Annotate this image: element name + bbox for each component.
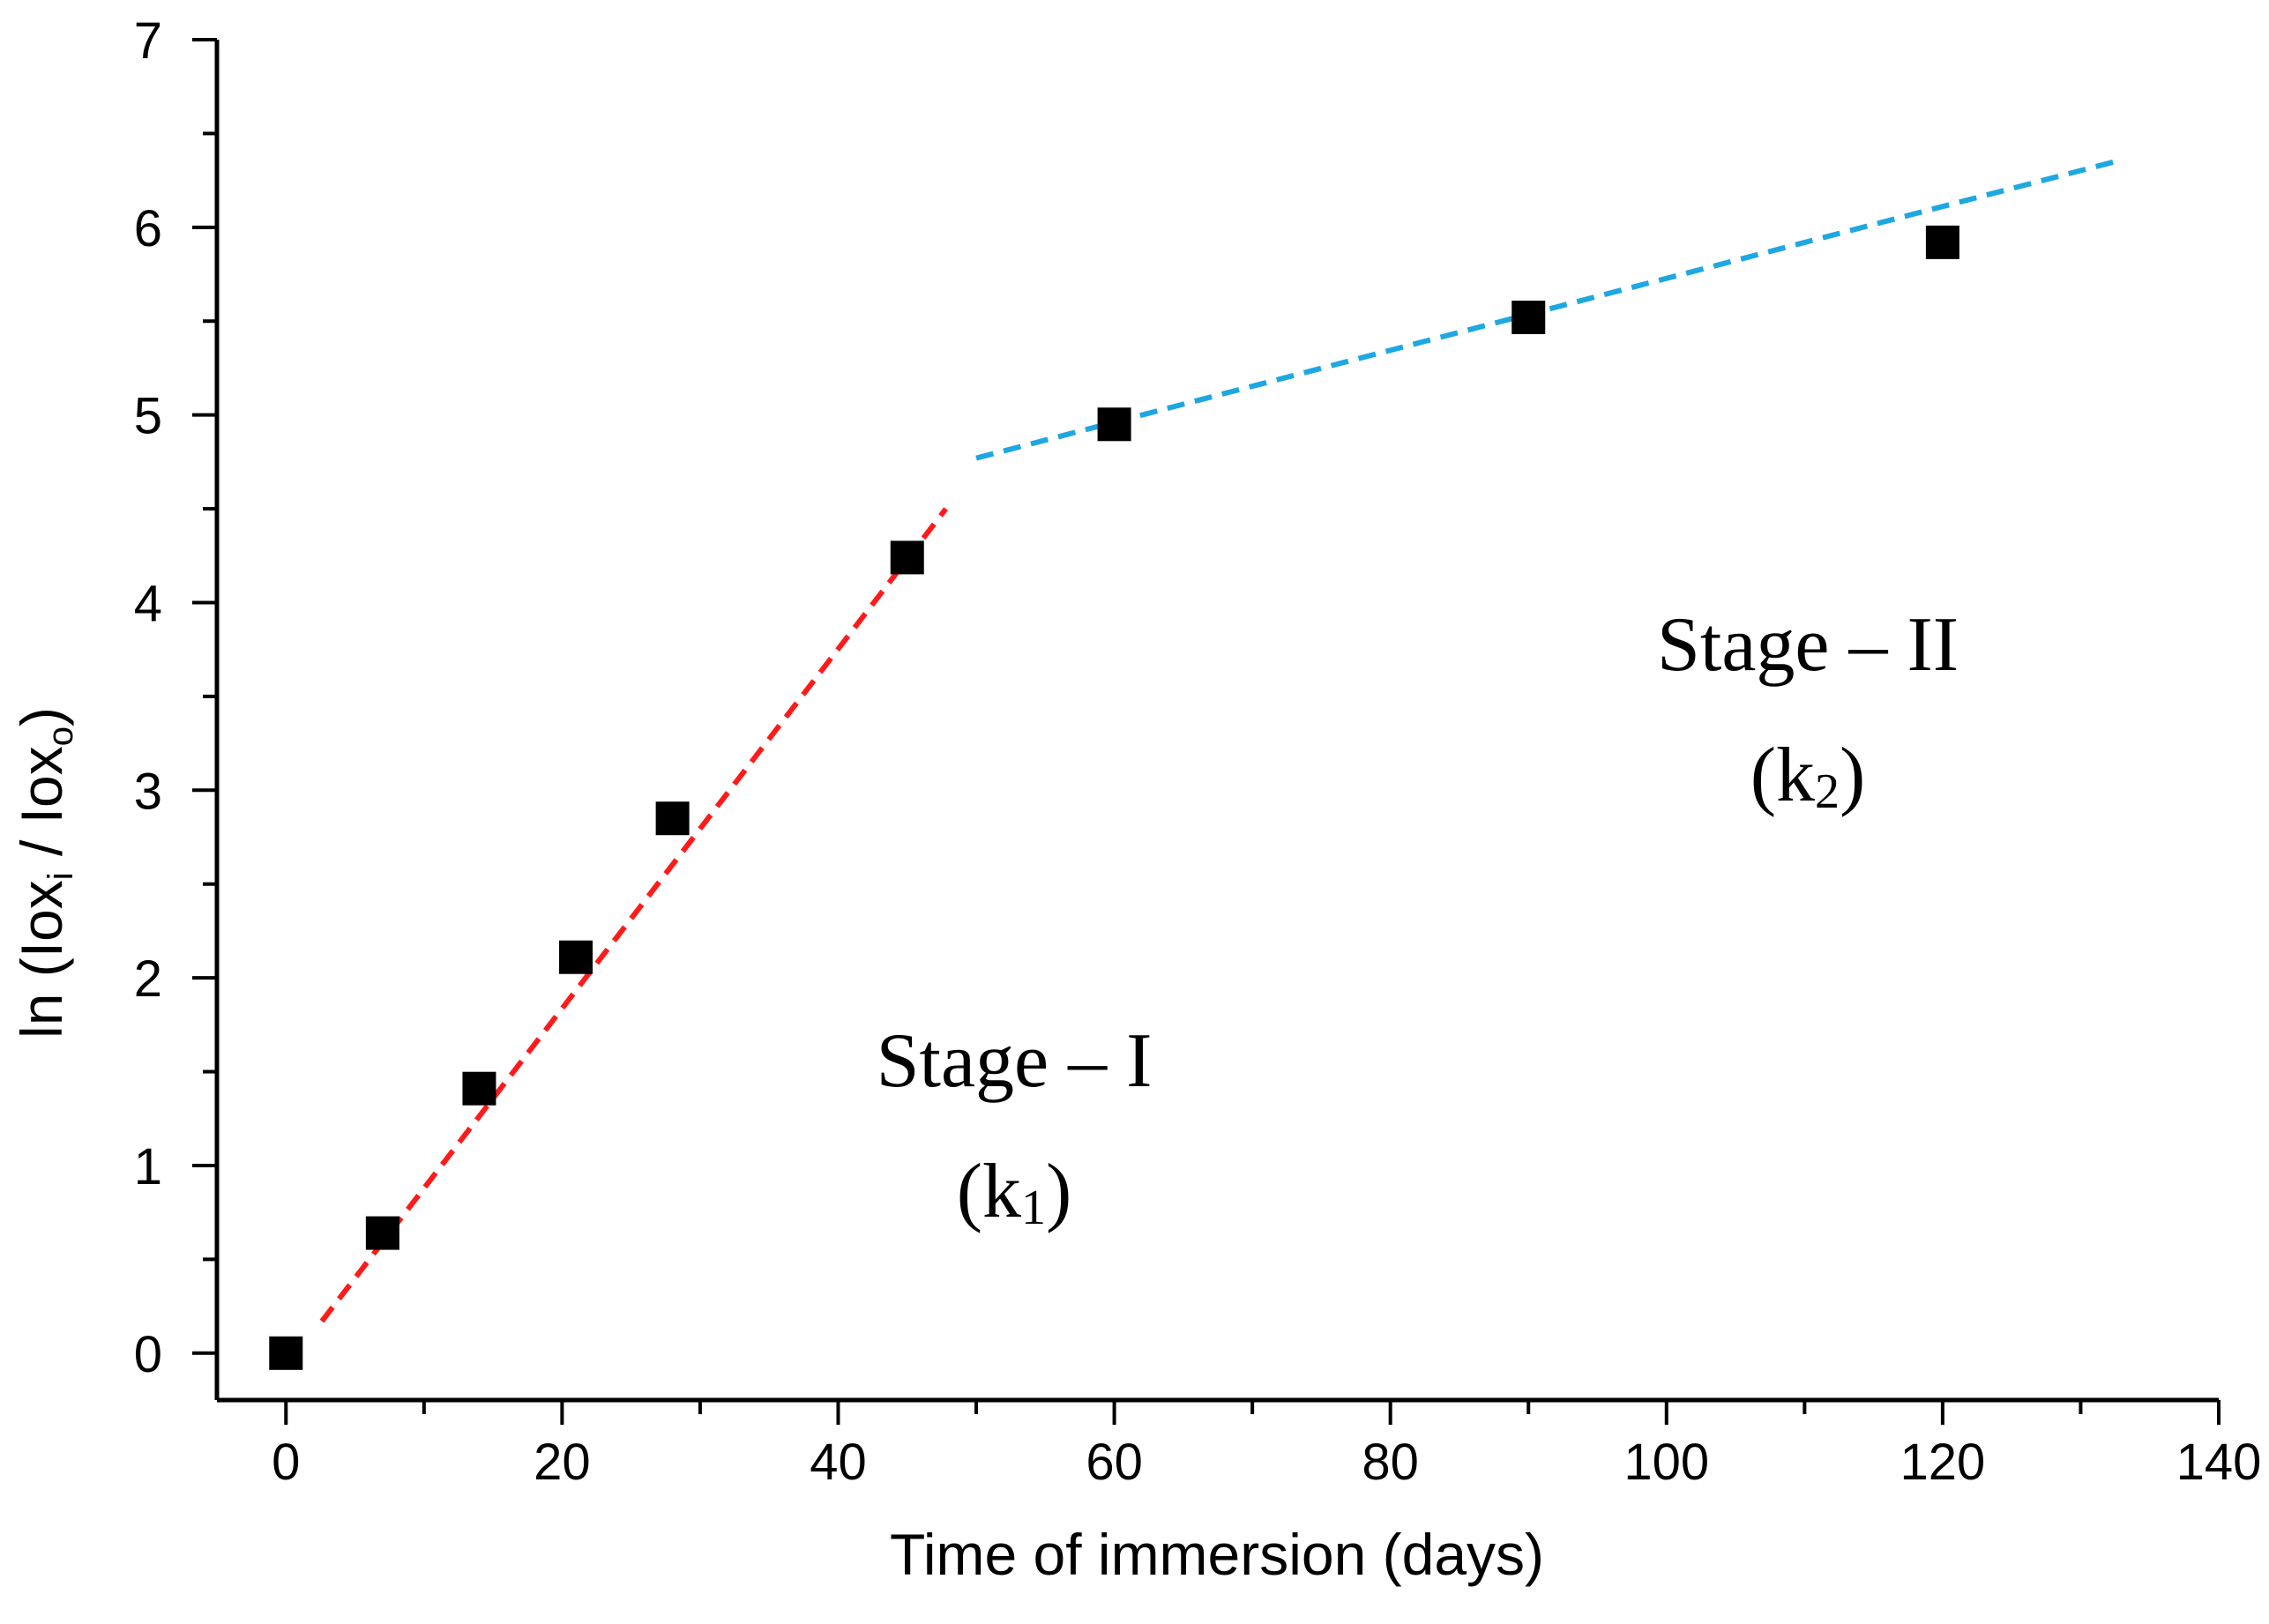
data-point	[269, 1336, 303, 1370]
stage-2-rate: (k2)	[1750, 733, 1866, 819]
stage-1-label: Stage – I	[877, 1018, 1153, 1104]
labels: 0 20 40 60 80 100 120 140 0 1 2 3 4 5 6 7	[134, 12, 2262, 1491]
ticks	[192, 38, 2220, 1425]
stage-2-rate-sub: 2	[1815, 764, 1840, 819]
x-tick-label: 60	[1086, 1434, 1143, 1491]
data-point	[462, 1071, 496, 1106]
y-tick-label: 1	[134, 1138, 162, 1196]
x-tick-label: 120	[1900, 1434, 1986, 1491]
y-tick-label: 5	[134, 388, 162, 445]
y-tick-label: 2	[134, 950, 162, 1008]
x-tick-label: 140	[2176, 1434, 2262, 1491]
stage-2-label: Stage – II	[1657, 602, 1959, 688]
data-point	[890, 540, 924, 575]
x-tick-label: 20	[534, 1434, 591, 1491]
data-point	[655, 801, 690, 836]
y-tick-label: 0	[134, 1326, 162, 1383]
stage-2-rate-prefix: (k	[1750, 733, 1815, 818]
y-axis-title-middle: / Iox	[9, 746, 74, 872]
y-tick-label: 4	[134, 575, 162, 632]
x-tick-label: 100	[1623, 1434, 1709, 1491]
y-axis-title-prefix: ln (Iox	[9, 880, 74, 1039]
y-tick-label: 3	[134, 763, 162, 820]
stage-1-rate-sub: 1	[1021, 1181, 1046, 1235]
data-point	[1511, 300, 1546, 334]
y-axis-title-sub-i: i	[41, 872, 80, 880]
y-tick-label: 6	[134, 200, 162, 257]
stage-2-fit-line	[975, 157, 2123, 461]
data-point	[559, 940, 593, 974]
x-tick-label: 80	[1362, 1434, 1419, 1491]
y-axis-title: ln (Ioxi / Ioxo)	[9, 707, 80, 1039]
data-point	[1925, 225, 1959, 259]
stage-1-rate: (k1)	[957, 1149, 1072, 1235]
x-tick-label: 0	[272, 1434, 300, 1491]
stage-1-fit-line	[319, 507, 948, 1323]
stage-1-rate-prefix: (k	[957, 1149, 1021, 1234]
y-axis-title-suffix: )	[9, 707, 74, 726]
y-axis-title-sub-o: o	[41, 726, 80, 746]
data-point	[1097, 407, 1131, 442]
stage-2-rate-suffix: )	[1840, 733, 1865, 818]
data-point	[365, 1216, 399, 1250]
axes	[214, 40, 2219, 1403]
data-points	[269, 225, 1959, 1370]
stage-1-rate-suffix: )	[1046, 1149, 1071, 1234]
y-tick-label: 7	[134, 12, 162, 70]
x-tick-label: 40	[810, 1434, 867, 1491]
x-axis-title: Time of immersion (days)	[890, 1522, 1544, 1587]
fit-lines	[319, 157, 2123, 1323]
